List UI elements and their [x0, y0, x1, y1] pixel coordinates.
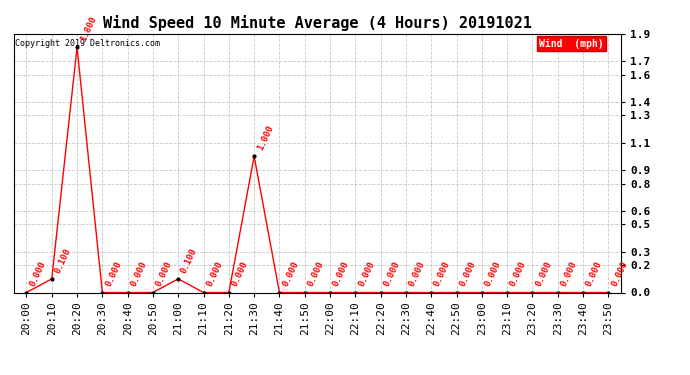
Text: 0.000: 0.000 [129, 260, 148, 288]
Text: Wind  (mph): Wind (mph) [539, 39, 604, 49]
Text: 0.000: 0.000 [584, 260, 604, 288]
Text: 0.100: 0.100 [179, 246, 199, 275]
Text: 0.000: 0.000 [610, 260, 629, 288]
Text: 0.000: 0.000 [205, 260, 224, 288]
Text: 1.800: 1.800 [79, 15, 98, 43]
Text: 0.000: 0.000 [458, 260, 477, 288]
Text: 1.000: 1.000 [255, 124, 275, 152]
Text: 0.000: 0.000 [104, 260, 124, 288]
Text: 0.000: 0.000 [281, 260, 300, 288]
Text: 0.100: 0.100 [53, 246, 72, 275]
Text: 0.000: 0.000 [433, 260, 452, 288]
Text: 0.000: 0.000 [331, 260, 351, 288]
Text: 0.000: 0.000 [559, 260, 579, 288]
Text: 0.000: 0.000 [306, 260, 326, 288]
Text: 0.000: 0.000 [230, 260, 250, 288]
Text: 0.000: 0.000 [357, 260, 376, 288]
Text: 0.000: 0.000 [382, 260, 402, 288]
Text: 0.000: 0.000 [534, 260, 553, 288]
Text: 0.000: 0.000 [155, 260, 174, 288]
Text: Copyright 2019 Deltronics.com: Copyright 2019 Deltronics.com [15, 39, 160, 48]
Title: Wind Speed 10 Minute Average (4 Hours) 20191021: Wind Speed 10 Minute Average (4 Hours) 2… [103, 15, 532, 31]
Text: 0.000: 0.000 [28, 260, 48, 288]
Text: 0.000: 0.000 [407, 260, 427, 288]
Text: 0.000: 0.000 [483, 260, 503, 288]
Text: 0.000: 0.000 [509, 260, 528, 288]
